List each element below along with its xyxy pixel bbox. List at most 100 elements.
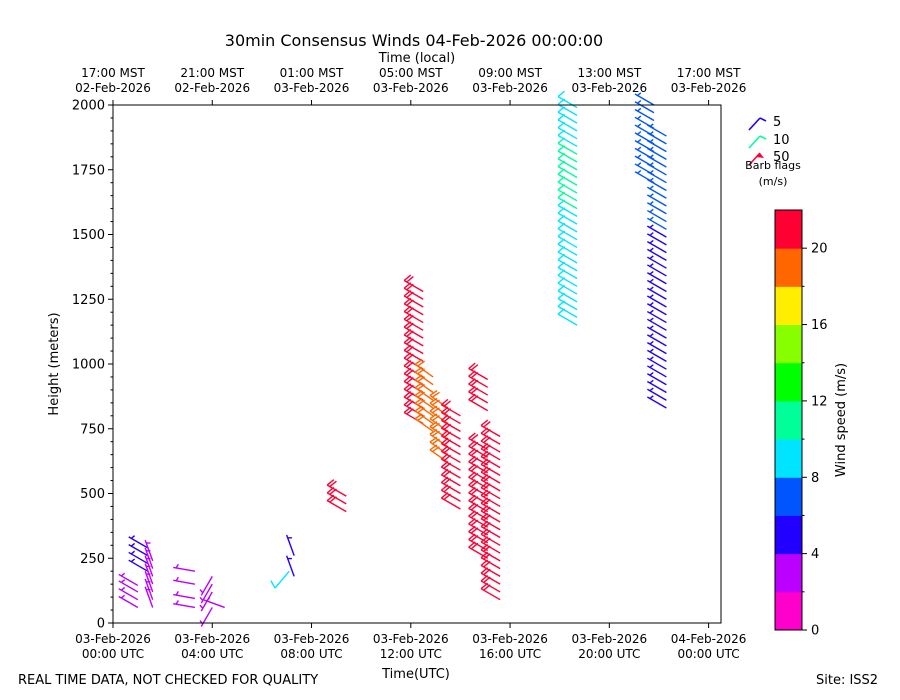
top-tick-time: 13:00 MST — [577, 66, 641, 80]
wind-barb — [647, 224, 667, 238]
barb-half — [637, 100, 642, 104]
barb-half — [637, 92, 642, 97]
barb-full — [470, 364, 479, 371]
wind-barb — [647, 340, 667, 355]
barb-half — [637, 115, 642, 120]
barb-shaft — [557, 111, 578, 124]
top-tick-time: 01:00 MST — [280, 66, 344, 80]
barb-shaft — [557, 165, 578, 179]
barb-half — [649, 317, 654, 322]
x-tick-date: 03-Feb-2026 — [571, 632, 647, 646]
wind-barb — [647, 138, 667, 153]
barb-half — [199, 589, 204, 594]
barb-half — [649, 340, 654, 345]
barb-half — [130, 550, 136, 555]
wind-barb — [144, 539, 154, 562]
barb-full — [470, 434, 479, 441]
barb-half — [649, 309, 654, 314]
barb-half — [649, 146, 654, 151]
wind-barb — [647, 131, 667, 145]
top-tick-date: 03-Feb-2026 — [373, 81, 449, 95]
wind-barb — [647, 364, 667, 378]
barb-half — [649, 263, 654, 267]
wind-barb — [647, 278, 667, 293]
barb-half — [649, 395, 654, 400]
barb-shaft — [557, 127, 578, 140]
x-tick-date: 03-Feb-2026 — [75, 632, 151, 646]
wind-barb — [173, 563, 196, 572]
barb-half — [120, 586, 126, 591]
barb-half — [637, 146, 642, 151]
wind-barb — [118, 572, 139, 587]
barb-full — [443, 400, 452, 407]
wind-barb — [647, 309, 667, 324]
x-tick-time: 08:00 UTC — [280, 647, 342, 661]
wind-barb — [468, 362, 489, 381]
wind-barb — [647, 263, 667, 277]
legend-label: 5 — [773, 115, 781, 130]
barb-shaft — [557, 228, 578, 241]
wind-barb — [270, 570, 290, 589]
barb-shaft — [557, 305, 578, 318]
wind-barb — [647, 371, 667, 386]
barb-half — [637, 107, 642, 112]
barb-shaft — [557, 313, 578, 326]
wind-barb — [118, 586, 139, 601]
barb-shaft — [557, 103, 578, 116]
barb-full — [557, 90, 566, 98]
wind-barb — [647, 185, 667, 199]
barb-full — [329, 480, 337, 488]
colorbar-segment — [775, 477, 802, 516]
barb-half — [649, 364, 654, 368]
wind-barb — [647, 169, 667, 184]
colorbar-segment — [775, 591, 802, 631]
x-tick-date: 03-Feb-2026 — [373, 632, 449, 646]
colorbar: 0 4 8 12 16 20 — [774, 209, 828, 639]
wind-barb — [403, 274, 424, 293]
y-tick-label: 1250 — [72, 293, 105, 308]
y-tick-label: 500 — [80, 487, 105, 502]
barb-full — [480, 419, 489, 427]
barb-full — [414, 358, 423, 365]
legend-barb — [748, 117, 761, 131]
top-axis-label: Time (local) — [378, 51, 455, 66]
x-tick-time: 16:00 UTC — [479, 647, 541, 661]
wind-barb — [647, 255, 667, 269]
y-tick-label: 1000 — [72, 358, 105, 373]
barb-half — [649, 193, 654, 198]
x-axis-label: Time(UTC) — [381, 667, 450, 682]
y-axis-label: Height (meters) — [47, 312, 62, 415]
barb-shaft — [557, 212, 578, 225]
wind-barb — [285, 555, 295, 577]
wind-barb — [634, 107, 655, 122]
barb-half — [649, 208, 654, 213]
barb-half — [649, 224, 654, 229]
x-tick-date: 03-Feb-2026 — [174, 632, 250, 646]
wind-barb — [647, 247, 667, 262]
barb-shaft — [557, 259, 578, 272]
wind-barb — [173, 591, 196, 600]
x-tick-date: 03-Feb-2026 — [472, 632, 548, 646]
colorbar-segment — [775, 553, 802, 593]
colorbar-segment — [775, 248, 802, 287]
y-tick-label: 1750 — [72, 163, 105, 178]
colorbar-frame — [774, 209, 803, 631]
barb-half — [175, 591, 179, 596]
barb-shaft — [557, 243, 578, 256]
colorbar-segment — [775, 210, 802, 249]
barb-half — [199, 596, 204, 602]
barb-half — [649, 201, 654, 205]
colorbar-segment — [775, 324, 802, 364]
wind-barb — [647, 193, 667, 207]
wind-barb — [647, 216, 667, 230]
barb-shaft — [557, 266, 578, 280]
barb-half — [637, 138, 642, 143]
top-tick-time: 05:00 MST — [379, 66, 443, 80]
plot-frame — [112, 104, 722, 624]
wind-barb — [647, 270, 667, 285]
barb-full — [429, 390, 438, 396]
y-tick-label: 1500 — [72, 228, 105, 243]
barb-shaft — [557, 251, 578, 264]
